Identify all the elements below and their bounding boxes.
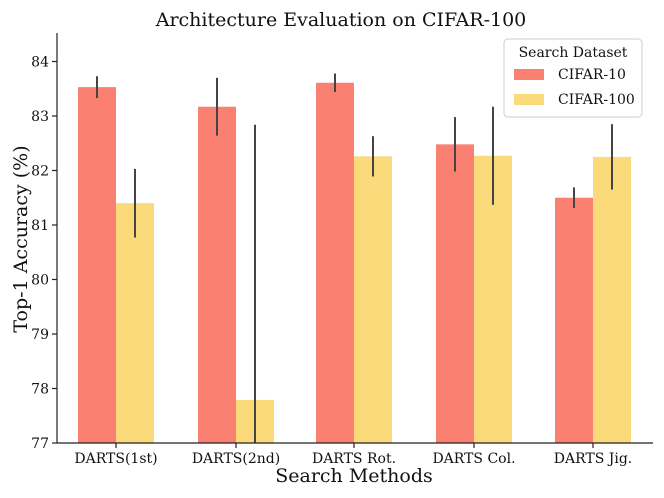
x-tick-label: DARTS Rot. bbox=[312, 451, 396, 467]
legend-swatch-cifar10 bbox=[514, 69, 544, 80]
y-tick-label: 81 bbox=[31, 218, 49, 234]
y-axis-label: Top-1 Accuracy (%) bbox=[10, 145, 32, 332]
bar-cifar100-2 bbox=[354, 156, 392, 443]
bar-cifar10-4 bbox=[555, 197, 593, 443]
error-bars-layer bbox=[96, 73, 613, 443]
y-tick-label: 79 bbox=[31, 327, 49, 343]
bar-cifar100-0 bbox=[116, 203, 154, 443]
y-tick-label: 78 bbox=[31, 382, 49, 398]
legend: Search Dataset CIFAR-10 CIFAR-100 bbox=[503, 38, 643, 118]
legend-label-cifar100: CIFAR-100 bbox=[558, 92, 635, 108]
bar-cifar10-1 bbox=[198, 106, 236, 444]
y-tick-label: 80 bbox=[31, 273, 49, 289]
chart-title: Architecture Evaluation on CIFAR-100 bbox=[155, 9, 527, 31]
bar-cifar10-3 bbox=[436, 144, 474, 443]
x-ticks: DARTS(1st) DARTS(2nd) DARTS Rot. DARTS Col.… bbox=[74, 443, 632, 467]
y-tick-label: 84 bbox=[31, 55, 49, 71]
y-tick-label: 82 bbox=[31, 164, 49, 180]
y-tick-label: 77 bbox=[31, 436, 49, 452]
x-tick-label: DARTS(2nd) bbox=[192, 451, 280, 467]
y-tick-label: 83 bbox=[31, 109, 49, 125]
bars-layer bbox=[78, 82, 631, 444]
bar-cifar10-0 bbox=[78, 87, 116, 444]
legend-title: Search Dataset bbox=[519, 45, 628, 61]
y-ticks: 77 78 79 80 81 82 83 84 bbox=[31, 55, 57, 452]
bar-cifar100-4 bbox=[593, 156, 631, 443]
x-axis-label: Search Methods bbox=[275, 465, 433, 487]
bar-cifar10-2 bbox=[316, 82, 354, 443]
x-tick-label: DARTS(1st) bbox=[74, 451, 157, 467]
legend-label-cifar10: CIFAR-10 bbox=[558, 67, 626, 83]
x-tick-label: DARTS Col. bbox=[432, 451, 515, 467]
legend-swatch-cifar100 bbox=[514, 94, 544, 105]
x-tick-label: DARTS Jig. bbox=[554, 451, 633, 467]
